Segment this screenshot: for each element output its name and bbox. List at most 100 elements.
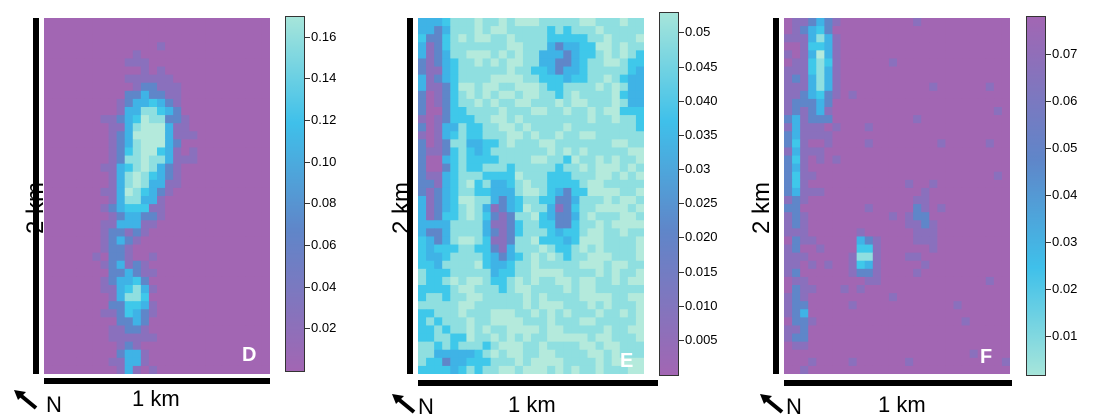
heatmap-cell [937, 341, 946, 351]
heatmap-cell [148, 252, 158, 262]
heatmap-cell [44, 293, 53, 302]
heatmap-cell [189, 179, 198, 189]
heatmap-cell [905, 357, 914, 367]
heatmap-cell [490, 325, 500, 335]
heatmap-cell [221, 163, 231, 173]
colorbar-tick-label: 0.020 [685, 229, 718, 245]
heatmap-cell [832, 228, 841, 237]
heatmap-cell [969, 147, 979, 157]
heatmap-cell [880, 139, 890, 148]
heatmap-cell [571, 107, 580, 116]
heatmap-cell [189, 204, 198, 213]
heatmap-cell [466, 90, 475, 100]
heatmap-cell [60, 187, 69, 197]
heatmap-cell [579, 179, 588, 189]
heatmap-cell [603, 260, 613, 270]
heatmap-cell [531, 285, 540, 294]
heatmap-cell [571, 90, 580, 100]
heatmap-cell [832, 317, 841, 326]
heatmap-cell [905, 276, 914, 286]
heatmap-cell [108, 147, 118, 157]
heatmap-cell [92, 74, 101, 84]
heatmap-cell [229, 276, 239, 286]
heatmap-cell [418, 333, 427, 343]
heatmap-cell [905, 187, 914, 197]
heatmap-cell [563, 365, 572, 374]
heatmap-cell [100, 82, 110, 92]
heatmap-cell [929, 236, 938, 246]
heatmap-cell [555, 50, 564, 59]
heatmap-cell [189, 139, 198, 148]
heatmap-cell [221, 212, 231, 221]
heatmap-cell [953, 285, 963, 294]
heatmap-cell [132, 244, 142, 254]
heatmap-cell [482, 179, 492, 189]
heatmap-cell [261, 301, 270, 310]
heatmap-cell [800, 236, 809, 246]
heatmap-cell [627, 244, 637, 254]
heatmap-cell [913, 365, 922, 374]
heatmap-cell [531, 212, 540, 221]
heatmap-cell [539, 139, 548, 148]
heatmap-cell [261, 252, 270, 262]
heatmap-cell [563, 285, 572, 294]
heatmap-cell [953, 333, 963, 343]
heatmap-cell [116, 301, 126, 310]
heatmap-cell [627, 187, 637, 197]
heatmap-cell [450, 66, 459, 76]
heatmap-cell [253, 268, 263, 278]
heatmap-cell [937, 179, 946, 189]
heatmap-cell [458, 220, 467, 229]
heatmap-cell [426, 179, 435, 189]
heatmap-cell [937, 317, 946, 326]
heatmap-cell [603, 123, 613, 132]
heatmap-cell [261, 98, 270, 108]
heatmap-cell [245, 349, 255, 359]
heatmap-cell [619, 171, 629, 181]
heatmap-cell [571, 220, 580, 229]
heatmap-cell [490, 58, 500, 68]
heatmap-cell [816, 236, 825, 246]
heatmap-cell [140, 285, 150, 294]
heatmap-cell [921, 260, 930, 270]
heatmap-cell [547, 74, 556, 84]
heatmap-cell [571, 58, 580, 68]
heatmap-cell [148, 365, 158, 374]
heatmap-cell [44, 171, 53, 181]
heatmap-cell [913, 260, 922, 270]
heatmap-cell [880, 155, 890, 165]
heatmap-cell [603, 244, 613, 254]
heatmap-cell [985, 349, 995, 359]
heatmap-cell [539, 42, 548, 51]
heatmap-cell [84, 163, 93, 173]
heatmap-cell [905, 220, 914, 229]
heatmap-cell [611, 252, 621, 262]
heatmap-cell [603, 131, 613, 140]
heatmap-cell [100, 341, 110, 351]
heatmap-cell [76, 50, 85, 59]
heatmap-cell [132, 74, 142, 84]
heatmap-cell [434, 163, 443, 173]
heatmap-cell [929, 309, 938, 318]
heatmap-cell [498, 179, 508, 189]
heatmap-cell [587, 18, 597, 27]
heatmap-cell [52, 147, 61, 157]
heatmap-cell [856, 58, 866, 68]
heatmap-cell [108, 252, 118, 262]
heatmap-cell [611, 131, 621, 140]
heatmap-cell [221, 107, 231, 116]
heatmap-cell [840, 139, 850, 148]
heatmap-cell [547, 82, 556, 92]
heatmap-cell [434, 276, 443, 286]
heatmap-cell [555, 301, 564, 310]
heatmap-cell [808, 26, 817, 35]
colorbar-tick-label: 0.040 [685, 92, 718, 108]
heatmap-cell [189, 147, 198, 157]
heatmap-cell [619, 252, 629, 262]
heatmap-cell [426, 82, 435, 92]
heatmap-cell [68, 26, 77, 35]
heatmap-cell [816, 341, 825, 351]
heatmap-cell [595, 293, 605, 302]
heatmap-cell [993, 268, 1003, 278]
heatmap-cell [784, 163, 793, 173]
